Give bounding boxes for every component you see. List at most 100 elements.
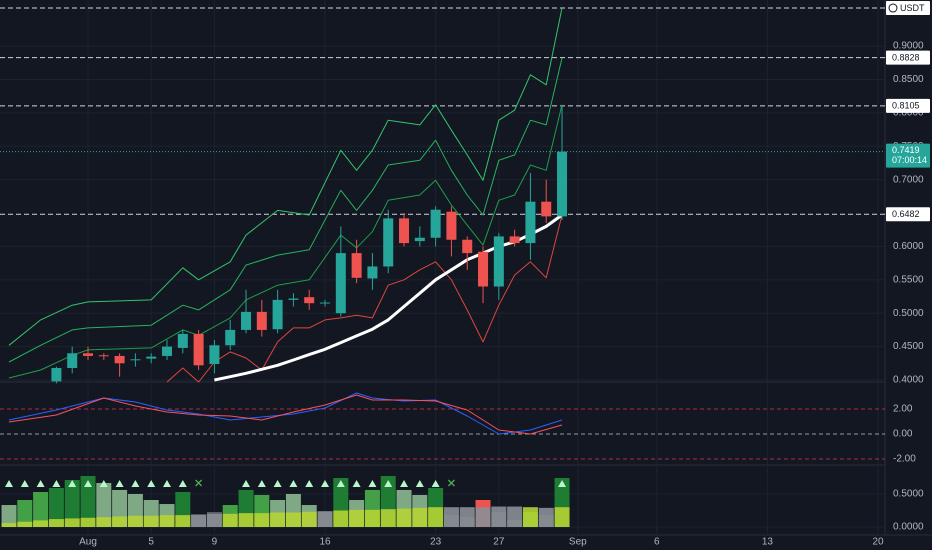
- histogram-bar: [507, 506, 523, 528]
- signal-up: [99, 480, 108, 487]
- candle-body: [162, 346, 173, 356]
- signal-up: [415, 480, 424, 487]
- signal-up: [36, 480, 45, 487]
- y-tick-label: 0.8500: [893, 74, 924, 85]
- candle-body: [462, 239, 473, 254]
- x-tick-label: 20: [872, 537, 884, 548]
- y-tick-label: 0.00: [893, 429, 913, 440]
- candle-body: [288, 298, 299, 300]
- histogram-bar: [48, 519, 64, 528]
- x-tick-label: 6: [654, 537, 660, 548]
- currency-tag: [886, 1, 930, 16]
- histogram-bar: [80, 475, 96, 528]
- level-label: 0.8828: [892, 52, 920, 62]
- histogram-bar: [64, 479, 80, 528]
- histogram-bar: [143, 515, 159, 528]
- level-tag: [886, 98, 930, 113]
- histogram-bar: [522, 507, 538, 528]
- level-tag: [886, 207, 930, 222]
- histogram-bar: [175, 515, 191, 528]
- signal-up: [321, 480, 330, 487]
- level-tag: [886, 50, 930, 65]
- histogram-bar: [538, 507, 554, 528]
- candle-body: [414, 237, 425, 242]
- signal-up: [431, 480, 440, 487]
- histogram-bar: [317, 511, 333, 528]
- signal-up: [84, 480, 93, 487]
- oscillator-line: [8, 394, 563, 435]
- histogram-bar: [159, 515, 175, 528]
- candle-body: [509, 236, 520, 244]
- signal-up: [5, 480, 14, 487]
- histogram-bar: [443, 507, 459, 528]
- histogram-bar: [270, 512, 286, 528]
- histogram-bar: [96, 517, 112, 528]
- indicator-line: [8, 7, 563, 346]
- x-tick-label: 27: [493, 537, 505, 548]
- signal-up: [400, 480, 409, 487]
- level-label: 0.8105: [892, 101, 920, 111]
- signal-up: [147, 480, 156, 487]
- candle-body: [67, 353, 78, 368]
- candle-body: [304, 297, 315, 304]
- histogram-bar: [459, 507, 475, 528]
- signal-up: [242, 480, 251, 487]
- x-tick-label: 9: [212, 537, 218, 548]
- candle-body: [225, 329, 236, 346]
- signal-up: [384, 480, 393, 487]
- signal-up: [163, 480, 172, 487]
- candle-body: [351, 253, 362, 278]
- x-tick-label: Sep: [569, 537, 587, 548]
- signal-cross: [195, 479, 203, 487]
- signal-up: [336, 480, 345, 487]
- candle-body: [146, 356, 157, 359]
- histogram-bar: [475, 507, 491, 528]
- signal-up: [115, 480, 124, 487]
- histogram-bar: [428, 507, 444, 528]
- candle-body: [446, 211, 457, 240]
- candle-body: [430, 209, 441, 238]
- currency-label: USDT: [900, 3, 925, 13]
- histogram-bar: [396, 508, 412, 528]
- y-tick-label: 0.5000: [893, 489, 924, 500]
- candle-body: [114, 355, 125, 364]
- indicator-line: [166, 214, 563, 383]
- histogram-bar: [412, 507, 428, 528]
- y-tick-label: 0.4000: [893, 375, 924, 386]
- x-tick-label: 13: [762, 537, 774, 548]
- candle-body: [320, 302, 331, 304]
- candle-body: [241, 311, 252, 330]
- signal-up: [52, 480, 61, 487]
- signal-up: [352, 480, 361, 487]
- candle-body: [493, 236, 504, 287]
- histogram-bar: [238, 513, 254, 528]
- last-price-label: 0.7419: [892, 145, 920, 155]
- candle-body: [557, 151, 568, 217]
- candle-body: [51, 367, 62, 382]
- histogram-bar: [96, 482, 112, 528]
- histogram-bar: [127, 515, 143, 528]
- histogram-bar: [1, 523, 17, 528]
- signal-up: [68, 480, 77, 487]
- histogram-bar: [301, 511, 317, 528]
- signal-up: [178, 480, 187, 487]
- signal-up: [368, 480, 377, 487]
- histogram-bar: [380, 509, 396, 528]
- candle-body: [383, 218, 394, 267]
- level-label: 0.6482: [892, 209, 920, 219]
- x-tick-label: Aug: [79, 537, 97, 548]
- histogram-bar: [191, 514, 207, 528]
- histogram-bar: [64, 518, 80, 528]
- x-tick-label: 5: [148, 537, 154, 548]
- candle-body: [256, 311, 267, 330]
- last-price-tag: [886, 143, 930, 168]
- signal-up: [273, 480, 282, 487]
- histogram-bar: [333, 510, 349, 528]
- signal-up: [20, 480, 29, 487]
- histogram-bar: [254, 513, 270, 528]
- candle-body: [335, 253, 346, 314]
- histogram-bar: [17, 521, 33, 528]
